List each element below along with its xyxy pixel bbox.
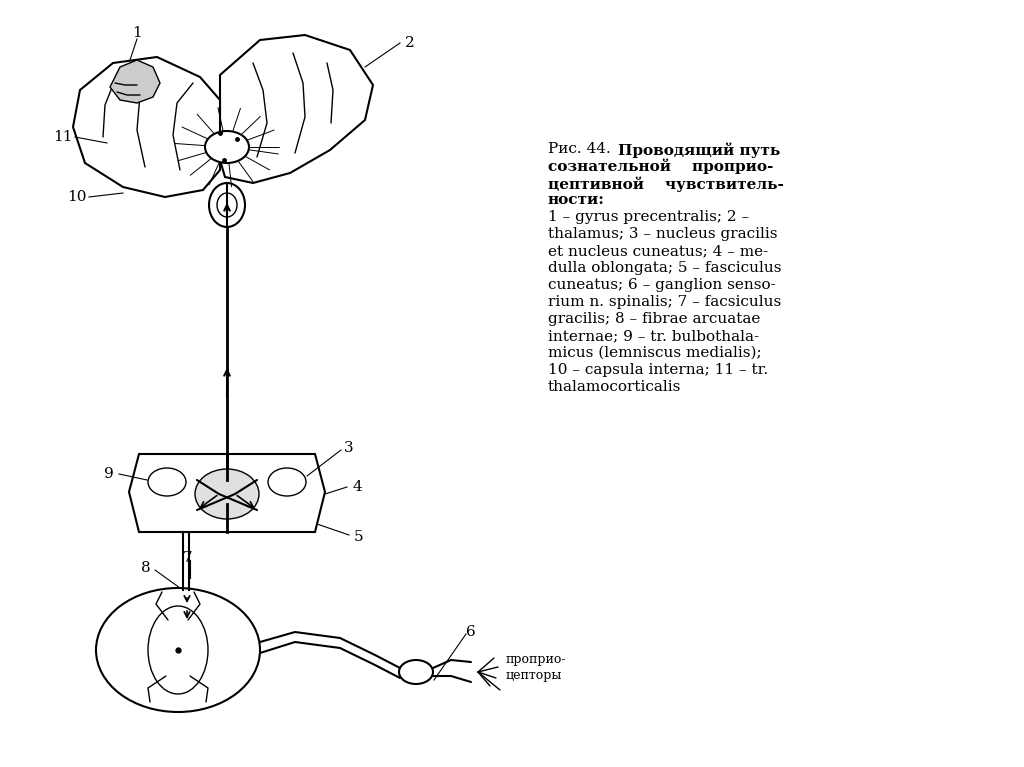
Text: dulla oblongata; 5 – fasciculus: dulla oblongata; 5 – fasciculus: [548, 261, 781, 275]
Text: 7: 7: [183, 551, 193, 565]
Text: thalamocorticalis: thalamocorticalis: [548, 380, 681, 394]
Text: rium n. spinalis; 7 – facsiculus: rium n. spinalis; 7 – facsiculus: [548, 295, 781, 309]
Text: 9: 9: [104, 467, 114, 481]
Text: et nucleus cuneatus; 4 – me-: et nucleus cuneatus; 4 – me-: [548, 244, 768, 258]
Text: сознательной    проприо-: сознательной проприо-: [548, 159, 773, 175]
Text: 1: 1: [132, 26, 142, 40]
Text: internae; 9 – tr. bulbothala-: internae; 9 – tr. bulbothala-: [548, 329, 759, 343]
Text: 1 – gyrus precentralis; 2 –: 1 – gyrus precentralis; 2 –: [548, 210, 750, 224]
Ellipse shape: [148, 468, 186, 496]
Text: Проводящий путь: Проводящий путь: [618, 142, 780, 157]
Polygon shape: [110, 60, 160, 103]
Ellipse shape: [268, 468, 306, 496]
Ellipse shape: [209, 183, 245, 227]
Text: 10: 10: [68, 190, 87, 204]
Text: 11: 11: [53, 130, 73, 144]
Ellipse shape: [399, 660, 433, 684]
Text: thalamus; 3 – nucleus gracilis: thalamus; 3 – nucleus gracilis: [548, 227, 777, 241]
Text: micus (lemniscus medialis);: micus (lemniscus medialis);: [548, 346, 762, 360]
Ellipse shape: [96, 588, 260, 712]
Text: 8: 8: [141, 561, 151, 575]
Text: ности:: ности:: [548, 193, 605, 207]
Text: проприо-
цепторы: проприо- цепторы: [506, 653, 566, 682]
Text: 6: 6: [466, 625, 476, 639]
Ellipse shape: [195, 469, 259, 519]
Text: 3: 3: [344, 441, 354, 455]
Ellipse shape: [217, 193, 237, 217]
Polygon shape: [220, 35, 373, 183]
Text: 4: 4: [352, 480, 361, 494]
Text: Рис. 44.: Рис. 44.: [548, 142, 615, 156]
Text: gracilis; 8 – fibrae arcuatae: gracilis; 8 – fibrae arcuatae: [548, 312, 761, 326]
Text: 5: 5: [354, 530, 364, 544]
Text: 10 – capsula interna; 11 – tr.: 10 – capsula interna; 11 – tr.: [548, 363, 768, 377]
Text: 2: 2: [406, 36, 415, 50]
Text: цептивной    чувствитель-: цептивной чувствитель-: [548, 176, 784, 192]
Ellipse shape: [148, 606, 208, 694]
Polygon shape: [129, 454, 325, 532]
Ellipse shape: [205, 131, 249, 163]
Text: cuneatus; 6 – ganglion senso-: cuneatus; 6 – ganglion senso-: [548, 278, 776, 292]
Polygon shape: [73, 57, 220, 197]
